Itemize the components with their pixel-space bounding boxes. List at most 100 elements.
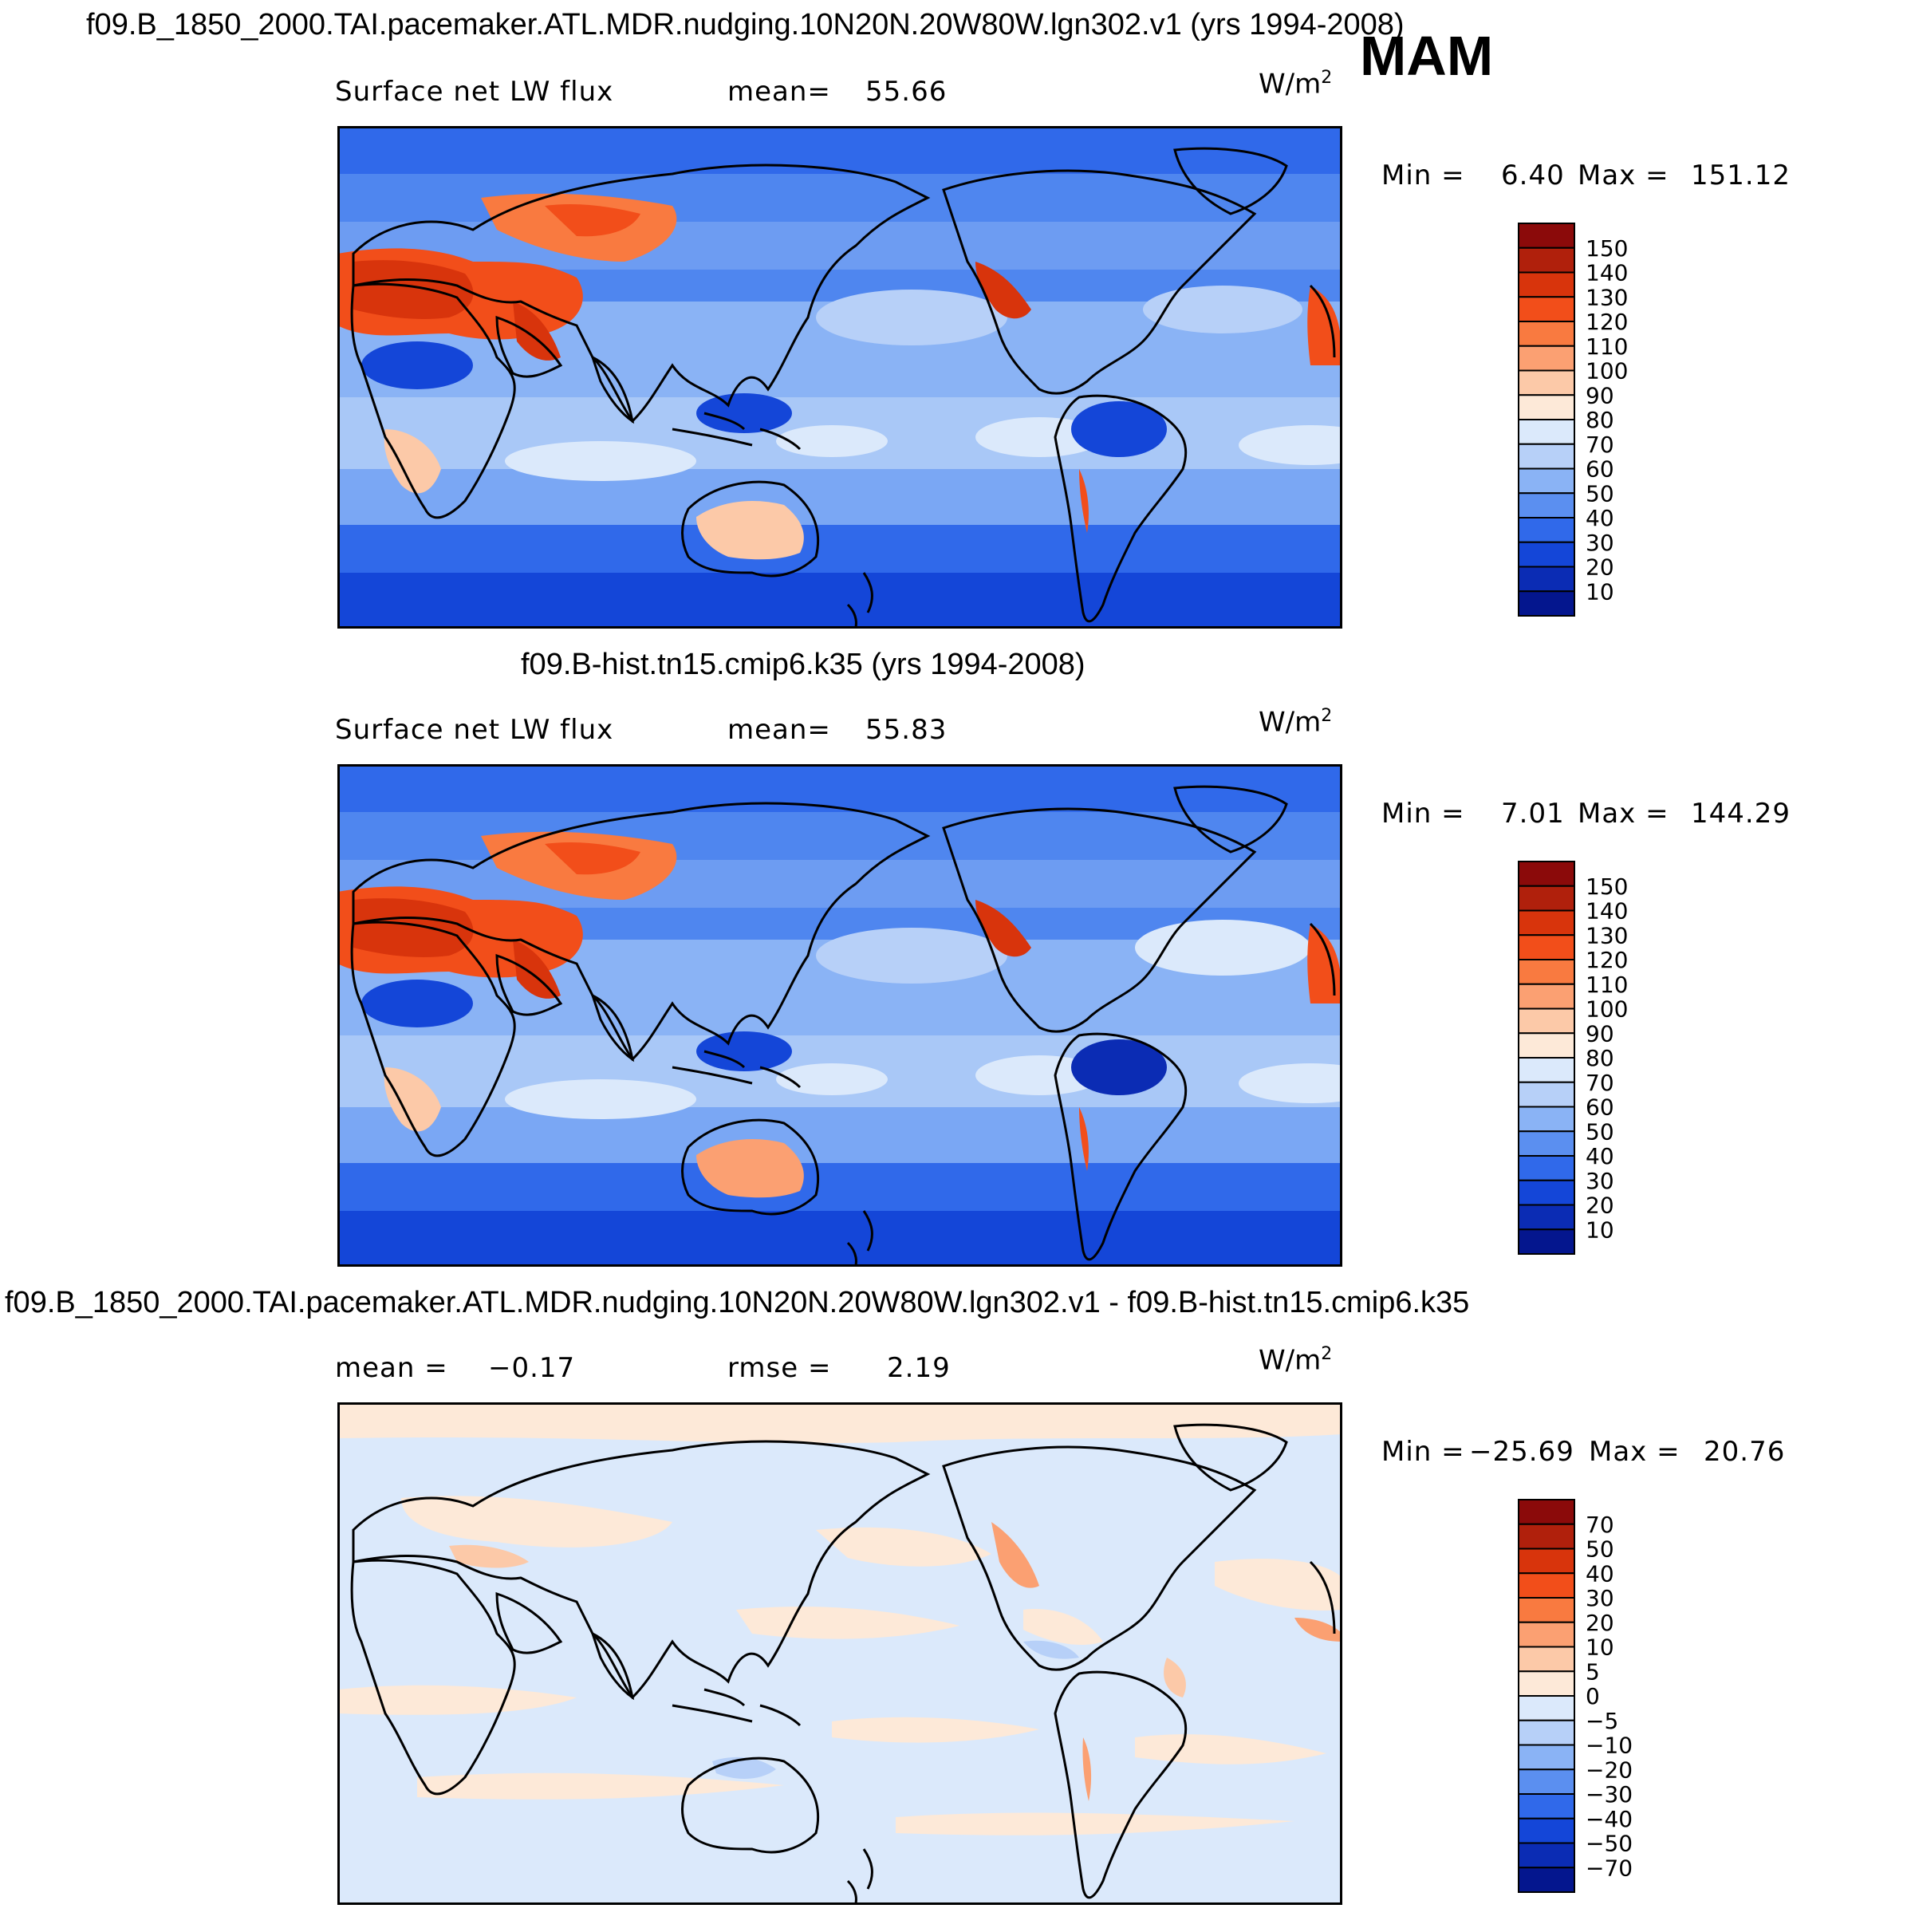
- colorbar-swatch: [1518, 223, 1575, 249]
- panel2-min-value: 7.01: [1501, 798, 1565, 830]
- colorbar-swatch: [1518, 541, 1575, 568]
- panel2-map: [337, 764, 1342, 1267]
- colorbar-swatch: [1518, 861, 1575, 887]
- colorbar-swatch: [1518, 1007, 1575, 1035]
- colorbar-label: 50: [1586, 1118, 1614, 1145]
- colorbar-swatch: [1518, 296, 1575, 322]
- colorbar-swatch: [1518, 1228, 1575, 1255]
- panel3-units: W/m2: [1259, 1344, 1333, 1377]
- colorbar-swatch: [1518, 1155, 1575, 1181]
- colorbar-swatch: [1518, 1768, 1575, 1795]
- panel2-mean-label: mean=: [727, 714, 831, 746]
- colorbar-label: 80: [1586, 1045, 1614, 1071]
- colorbar-swatch: [1518, 321, 1575, 347]
- colorbar-swatch: [1518, 566, 1575, 593]
- colorbar-swatch: [1518, 1204, 1575, 1231]
- colorbar-label: 110: [1586, 333, 1628, 360]
- colorbar-label: 140: [1586, 260, 1628, 286]
- colorbar-label: −50: [1586, 1831, 1633, 1857]
- colorbar-swatch: [1518, 246, 1575, 274]
- colorbar-label: −5: [1586, 1708, 1618, 1734]
- colorbar-swatch: [1518, 1867, 1575, 1893]
- colorbar-label: 130: [1586, 284, 1628, 310]
- panel1-units: W/m2: [1259, 68, 1333, 101]
- colorbar-label: 140: [1586, 898, 1628, 925]
- colorbar-swatch: [1518, 1032, 1575, 1059]
- colorbar-label: 120: [1586, 309, 1628, 335]
- colorbar-label: 110: [1586, 972, 1628, 998]
- colorbar-swatch: [1518, 1744, 1575, 1771]
- colorbar-swatch: [1518, 443, 1575, 470]
- panel1-min-value: 6.40: [1501, 160, 1565, 191]
- colorbar-label: 20: [1586, 1193, 1614, 1219]
- panel3-min-value: −25.69: [1469, 1436, 1574, 1468]
- colorbar-label: 60: [1586, 456, 1614, 483]
- colorbar-label: 50: [1586, 480, 1614, 507]
- panel3-max-value: 20.76: [1704, 1436, 1786, 1468]
- colorbar-label: 70: [1586, 1512, 1614, 1538]
- colorbar-label: 30: [1586, 530, 1614, 556]
- colorbar-swatch: [1518, 983, 1575, 1010]
- colorbar-swatch: [1518, 1057, 1575, 1083]
- colorbar-swatch: [1518, 1106, 1575, 1133]
- colorbar-label: 20: [1586, 554, 1614, 581]
- colorbar-label: 50: [1586, 1536, 1614, 1563]
- colorbar-swatch: [1518, 909, 1575, 936]
- colorbar-swatch: [1518, 1670, 1575, 1697]
- colorbar-label: 80: [1586, 407, 1614, 433]
- panel1-max-value: 151.12: [1691, 160, 1791, 191]
- colorbar-swatch: [1518, 1646, 1575, 1673]
- panel3-map: [337, 1402, 1342, 1905]
- panel3-min-label: Min =: [1381, 1436, 1465, 1468]
- panel1-max-label: Max =: [1578, 160, 1669, 191]
- colorbar-label: 60: [1586, 1094, 1614, 1121]
- colorbar-swatch: [1518, 1793, 1575, 1820]
- panel1-variable-label: Surface net LW flux: [335, 76, 614, 108]
- colorbar-swatch: [1518, 1130, 1575, 1157]
- colorbar-label: 40: [1586, 505, 1614, 531]
- colorbar-swatch: [1518, 590, 1575, 617]
- colorbar-swatch: [1518, 369, 1575, 396]
- colorbar-label: 100: [1586, 358, 1628, 384]
- panel3-title: f09.B_1850_2000.TAI.pacemaker.ATL.MDR.nu…: [5, 1286, 1470, 1319]
- colorbar-label: 10: [1586, 1634, 1614, 1661]
- colorbar-swatch: [1518, 1695, 1575, 1721]
- colorbar-swatch: [1518, 419, 1575, 445]
- colorbar-swatch: [1518, 885, 1575, 912]
- colorbar-swatch: [1518, 1499, 1575, 1525]
- colorbar-label: 120: [1586, 947, 1628, 973]
- panel3-mean-value: −0.17: [488, 1352, 576, 1384]
- season-label: MAM: [1360, 25, 1494, 87]
- colorbar-label: 10: [1586, 1216, 1614, 1243]
- colorbar-label: 30: [1586, 1168, 1614, 1194]
- colorbar-swatch: [1518, 1621, 1575, 1648]
- colorbar-swatch: [1518, 1572, 1575, 1599]
- panel3-mean-label: mean =: [335, 1352, 448, 1384]
- colorbar-label: 10: [1586, 578, 1614, 605]
- panel2-max-label: Max =: [1578, 798, 1669, 830]
- colorbar-label: 150: [1586, 873, 1628, 900]
- colorbar-swatch: [1518, 1548, 1575, 1575]
- panel3-rmse-label: rmse =: [727, 1352, 832, 1384]
- colorbar-label: 5: [1586, 1658, 1600, 1685]
- colorbar-swatch: [1518, 1179, 1575, 1206]
- colorbar-label: 150: [1586, 235, 1628, 262]
- colorbar-swatch: [1518, 1817, 1575, 1844]
- colorbar-swatch: [1518, 1081, 1575, 1108]
- panel2-mean-value: 55.83: [865, 714, 948, 746]
- panel2-variable-label: Surface net LW flux: [335, 714, 614, 746]
- colorbar-swatch: [1518, 492, 1575, 518]
- colorbar-label: 90: [1586, 1020, 1614, 1047]
- colorbar-label: 70: [1586, 1070, 1614, 1096]
- panel3-rmse-value: 2.19: [887, 1352, 951, 1384]
- panel1-mean-label: mean=: [727, 76, 831, 108]
- panel2-title: f09.B-hist.tn15.cmip6.k35 (yrs 1994-2008…: [521, 648, 1085, 681]
- colorbar-label: 30: [1586, 1585, 1614, 1611]
- colorbar-label: 40: [1586, 1560, 1614, 1587]
- colorbar-label: −70: [1586, 1855, 1633, 1881]
- colorbar-swatch: [1518, 1523, 1575, 1550]
- panel2-min-label: Min =: [1381, 798, 1465, 830]
- colorbar-label: −10: [1586, 1733, 1633, 1759]
